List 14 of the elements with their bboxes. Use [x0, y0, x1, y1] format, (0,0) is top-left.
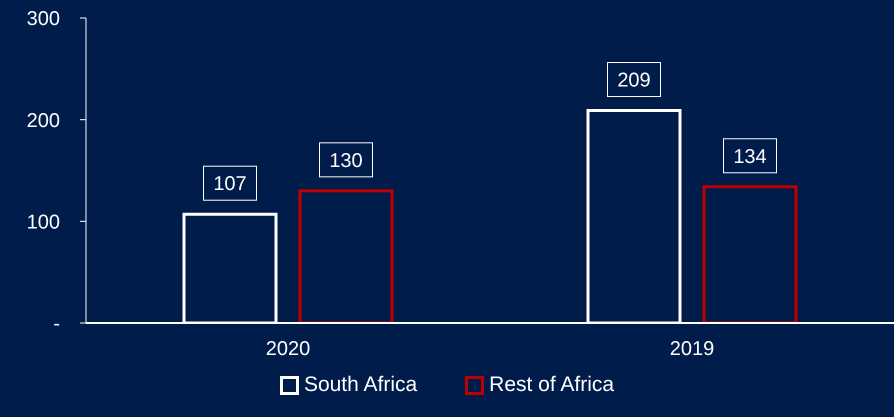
y-tick-label: 100 — [26, 211, 60, 234]
x-tick-label: 2020 — [266, 338, 310, 360]
y-tick-label: 300 — [26, 8, 60, 30]
legend-label: Rest of Africa — [489, 373, 614, 397]
data-label: 134 — [733, 146, 767, 168]
legend-label: South Africa — [304, 373, 418, 397]
y-tick-label: 200 — [26, 110, 60, 132]
y-tick-label: - — [53, 313, 60, 336]
bar — [298, 189, 394, 323]
bar — [702, 185, 798, 323]
x-tick-label: 2019 — [670, 338, 714, 360]
data-label: 107 — [213, 173, 247, 196]
data-label: 209 — [617, 70, 651, 92]
data-label: 130 — [329, 150, 363, 172]
